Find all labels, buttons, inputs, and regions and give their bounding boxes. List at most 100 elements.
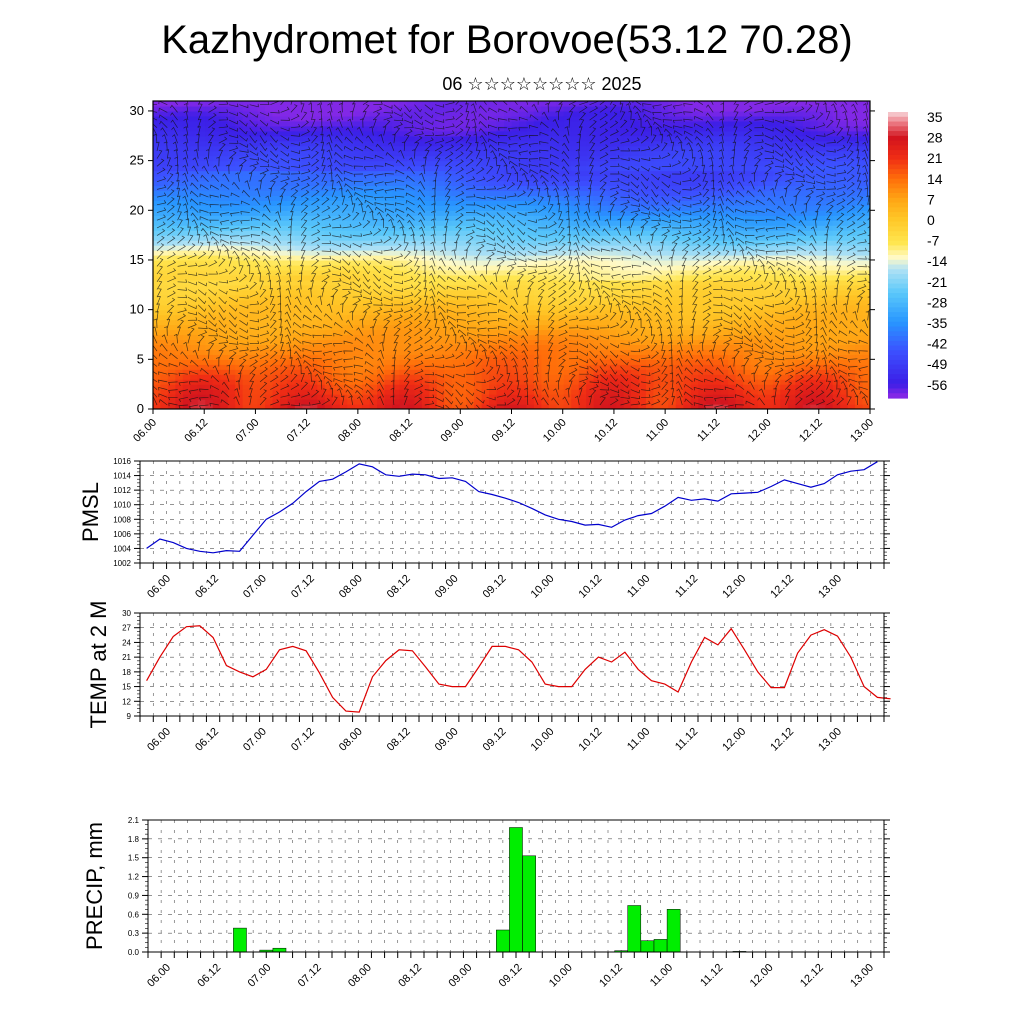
heatmap-cell [720,150,729,157]
heatmap-cell [272,190,281,196]
heatmap-cell [227,294,236,301]
heatmap-cell [205,135,214,142]
heatmap-cell [272,180,281,187]
heatmap-cell [421,180,430,187]
heatmap-cell [526,110,535,117]
heatmap-cell [294,120,303,127]
heatmap-cell [601,220,610,226]
heatmap-cell [593,110,602,117]
heatmap-cell [287,344,296,350]
heatmap-cell [205,170,214,177]
heatmap-cell [384,130,393,137]
heatmap-cell [429,220,438,226]
heatmap-cell [167,339,177,346]
heatmap-cell [309,379,318,385]
heatmap-cell [474,399,483,405]
heatmap-cell [399,319,408,326]
heatmap-cell [324,364,333,370]
heatmap-cell [235,309,244,316]
heatmap-cell [518,230,528,236]
heatmap-cell [272,344,281,350]
heatmap-cell [623,195,632,201]
heatmap-cell [392,225,401,231]
heatmap-cell [489,299,498,306]
heatmap-cell [257,404,266,409]
heatmap-cell [548,165,557,172]
heatmap-cell [250,274,259,281]
heatmap-cell [377,284,386,291]
heatmap-cell [287,245,296,251]
heatmap-cell [705,115,714,122]
heatmap-cell [750,264,759,271]
heatmap-cell [720,200,729,206]
heatmap-cell [406,389,416,395]
heatmap-cell [302,145,311,152]
heatmap-cell [220,170,229,177]
heatmap-cell [541,399,550,405]
heatmap-cell [705,269,714,276]
heatmap-cell [362,264,371,271]
heatmap-cell [496,160,505,167]
heatmap-cell [429,101,438,107]
heatmap-cell [160,240,169,246]
heatmap-cell [586,230,595,236]
heatmap-cell [429,120,438,127]
heatmap-cell [683,354,692,360]
heatmap-cell [153,359,162,365]
heatmap-cell [339,135,348,142]
heatmap-cell [362,339,371,346]
heatmap-cell [645,130,655,137]
heatmap-cell [317,319,326,326]
heatmap-cell [227,150,236,157]
heatmap-cell [608,225,617,231]
heatmap-cell [743,180,752,187]
heatmap-cell [294,200,303,206]
heatmap-cell [601,255,610,261]
heatmap-cell [436,339,445,346]
heatmap-cell [332,195,341,201]
heatmap-cell [414,210,423,216]
heatmap-cell [563,230,572,236]
heatmap-cell [324,135,333,142]
heatmap-cell [153,294,162,301]
heatmap-cell [743,299,752,306]
heatmap-cell [436,215,445,221]
heatmap-cell [526,175,535,182]
heatmap-cell [235,250,244,256]
heatmap-cell [347,404,356,409]
heatmap-cell [668,349,677,355]
heatmap-cell [496,205,505,211]
heatmap-cell [175,334,184,341]
heatmap-cell [571,259,580,266]
heatmap-cell [182,185,191,192]
heatmap-cell [153,160,162,167]
heatmap-cell [728,404,737,409]
heatmap-cell [675,110,684,117]
heatmap-cell [563,289,572,296]
heatmap-cell [347,349,356,355]
heatmap-cell [698,230,707,236]
heatmap-cell [571,190,580,196]
heatmap-cell [242,259,251,266]
heatmap-cell [533,255,542,261]
heatmap-cell [347,115,356,122]
heatmap-cell [556,180,565,187]
heatmap-cell [414,299,423,306]
heatmap-cell [668,195,677,201]
heatmap-cell [675,269,684,276]
heatmap-cell [250,294,259,301]
heatmap-cell [429,115,438,122]
heatmap-cell [631,294,640,301]
heatmap-cell [571,284,580,291]
heatmap-cell [750,354,759,360]
heatmap-cell [287,329,296,336]
heatmap-cell [698,324,707,331]
heatmap-cell [309,170,318,177]
heatmap-cell [429,235,438,241]
heatmap-cell [586,145,595,152]
heatmap-cell [518,150,528,157]
heatmap-cell [683,324,692,331]
heatmap-cell [324,399,333,405]
heatmap-cell [660,299,669,306]
heatmap-cell [720,299,729,306]
